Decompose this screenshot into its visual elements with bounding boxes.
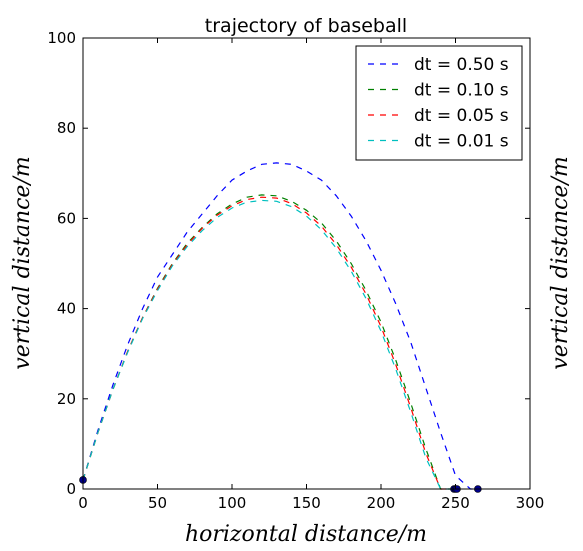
y-tick-label: 40 (57, 300, 76, 318)
y-tick-label: 0 (66, 480, 76, 498)
y-tick-label: 60 (57, 209, 76, 227)
series-layer (82, 162, 478, 490)
y-tick-label: 80 (57, 119, 76, 137)
legend-label-1: dt = 0.50 s (414, 55, 509, 75)
x-tick-label: 150 (292, 494, 321, 512)
series-line-1 (82, 162, 478, 490)
x-tick-label: 300 (516, 494, 545, 512)
x-tick-label: 100 (218, 494, 247, 512)
series-line-2 (82, 194, 457, 490)
y-tick-label: 20 (57, 390, 76, 408)
y-axis-label-right: vertical distance/m (548, 156, 573, 369)
series-line-3 (82, 196, 456, 490)
marker-layer (79, 476, 482, 493)
legend-label-4: dt = 0.01 s (414, 132, 509, 152)
chart-title: trajectory of baseball (205, 15, 407, 37)
legend: dt = 0.50 s dt = 0.10 s dt = 0.05 s dt = 0.… (355, 45, 523, 161)
legend-label-2: dt = 0.10 s (414, 81, 509, 101)
y-axis-label-left: vertical distance/m (10, 156, 35, 369)
x-tick-label: 50 (148, 494, 167, 512)
x-tick-label: 0 (78, 494, 88, 512)
tick-layer: 0 50 100 150 200 250 300 0 20 40 60 80 100 (47, 29, 544, 512)
x-axis-label: horizontal distance/m (185, 522, 427, 547)
y-tick-label: 100 (47, 29, 76, 47)
series-line-4 (82, 199, 454, 490)
legend-entries: dt = 0.50 s dt = 0.10 s dt = 0.05 s dt = 0.… (368, 55, 509, 152)
x-tick-label: 250 (441, 494, 470, 512)
legend-label-3: dt = 0.05 s (414, 106, 509, 126)
x-tick-label: 200 (367, 494, 396, 512)
